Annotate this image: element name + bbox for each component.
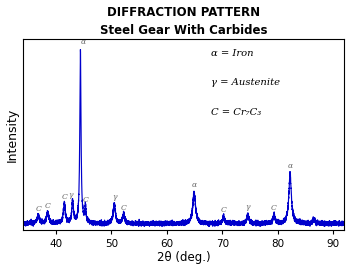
Text: C: C: [121, 204, 127, 212]
Text: C: C: [271, 204, 277, 212]
Text: α = Iron: α = Iron: [211, 49, 253, 58]
Text: γ = Austenite: γ = Austenite: [211, 78, 280, 87]
Text: C: C: [83, 196, 88, 204]
X-axis label: 2θ (deg.): 2θ (deg.): [157, 251, 210, 264]
Text: γ: γ: [68, 191, 73, 199]
Text: C: C: [61, 193, 67, 201]
Text: C: C: [220, 206, 226, 214]
Text: γ: γ: [246, 203, 250, 211]
Text: C: C: [45, 202, 51, 210]
Text: α: α: [191, 181, 197, 190]
Text: C: C: [35, 205, 41, 213]
Text: α: α: [287, 162, 293, 170]
Text: C = Cr₇C₃: C = Cr₇C₃: [211, 108, 261, 117]
Text: γ: γ: [112, 193, 117, 201]
Text: α: α: [81, 38, 86, 46]
Y-axis label: Intensity: Intensity: [6, 107, 19, 161]
Title: DIFFRACTION PATTERN
Steel Gear With Carbides: DIFFRACTION PATTERN Steel Gear With Carb…: [100, 6, 267, 36]
